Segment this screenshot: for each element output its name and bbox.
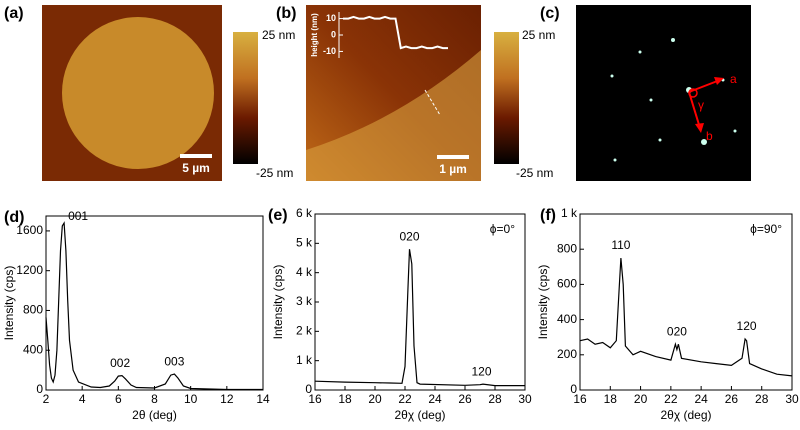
x-tick-label: 4 (79, 392, 86, 406)
y-tick-label: 3 k (296, 294, 313, 308)
y-tick-label: 4 k (296, 265, 313, 279)
x-tick-label: 22 (398, 392, 412, 406)
scale-label: 1 µm (439, 162, 467, 176)
afm-disk (62, 17, 214, 169)
panel-label: (c) (540, 5, 560, 22)
x-tick-label: 18 (338, 392, 352, 406)
x-tick-label: 20 (368, 392, 382, 406)
y-tick-label: 2 k (296, 324, 313, 338)
plot-frame (314, 213, 526, 391)
x-tick-label: 2 (43, 392, 50, 406)
scale-label: 5 µm (182, 161, 210, 175)
y-tick-label: 0 (331, 29, 336, 39)
y-axis-label: Intensity (cps) (271, 265, 285, 340)
y-tick-label: 800 (557, 241, 577, 255)
x-tick-label: 18 (604, 392, 618, 406)
y-tick-label: 1 k (561, 206, 578, 220)
x-tick-label: 12 (220, 392, 234, 406)
panel-label: (a) (4, 5, 24, 22)
colorbar-max: 25 nm (522, 28, 555, 42)
angle: γ (698, 98, 704, 112)
plot-frame (579, 213, 793, 391)
x-tick-label: 26 (725, 392, 739, 406)
x-tick-label: 16 (573, 392, 587, 406)
y-tick-label: 6 k (296, 206, 313, 220)
x-axis-label: 2θ (deg) (132, 408, 177, 422)
x-tick-label: 24 (694, 392, 708, 406)
note: ϕ=90° (750, 222, 782, 236)
axis-b: b (706, 129, 713, 143)
note: ϕ=0° (490, 222, 515, 236)
diffraction-spots (610, 38, 737, 162)
y-tick-label: 600 (557, 277, 577, 291)
colorbar-max: 25 nm (262, 28, 295, 42)
y-tick-label: 0 (305, 382, 312, 396)
data-line (579, 257, 793, 377)
peak-label: 001 (68, 209, 88, 223)
y-tick-label: -10 (323, 46, 336, 56)
colorbar-min: -25 nm (256, 166, 293, 180)
data-line (314, 249, 525, 387)
colorbar (494, 32, 519, 164)
y-tick-label: 10 (326, 13, 336, 23)
x-axis-label: 2θχ (deg) (395, 408, 446, 422)
panel-label: (b) (276, 5, 296, 22)
x-tick-label: 16 (308, 392, 322, 406)
axis-a: a (730, 72, 737, 86)
scale-bar (437, 155, 469, 159)
lattice-vectors (688, 77, 724, 133)
x-tick-label: 28 (488, 392, 502, 406)
x-tick-label: 26 (458, 392, 472, 406)
colorbar-min: -25 nm (516, 166, 553, 180)
y-tick-label: 0 (36, 382, 43, 396)
x-tick-label: 8 (151, 392, 158, 406)
panel-label: (d) (4, 209, 24, 226)
diffraction-image (576, 5, 751, 181)
x-tick-label: 10 (184, 392, 198, 406)
y-tick-label: 400 (23, 342, 43, 356)
y-tick-label: 5 k (296, 236, 313, 250)
x-tick-label: 22 (664, 392, 678, 406)
peak-label: 003 (164, 354, 184, 368)
y-tick-label: 800 (23, 303, 43, 317)
x-tick-label: 30 (518, 392, 532, 406)
peak-label: 120 (737, 319, 757, 333)
y-tick-label: 1200 (16, 263, 43, 277)
y-tick-label: 0 (570, 382, 577, 396)
data-line (343, 15, 448, 50)
y-tick-label: 1600 (16, 223, 43, 237)
y-tick-label: 400 (557, 312, 577, 326)
y-axis-label: Intensity (cps) (536, 265, 550, 340)
x-tick-label: 28 (755, 392, 769, 406)
peak-label: 020 (399, 229, 419, 243)
y-tick-label: 1 k (296, 353, 313, 367)
panel-label: (f) (540, 207, 556, 224)
x-tick-label: 30 (785, 392, 799, 406)
data-line (45, 221, 263, 391)
panel-label: (e) (268, 207, 288, 224)
x-axis-label: 2θχ (deg) (661, 408, 712, 422)
scale-bar (180, 154, 212, 158)
x-tick-label: 6 (115, 392, 122, 406)
x-tick-label: 24 (428, 392, 442, 406)
colorbar (233, 32, 258, 164)
afm-step (306, 50, 481, 181)
x-tick-label: 14 (256, 392, 270, 406)
y-tick-label: 200 (557, 347, 577, 361)
peak-label: 120 (471, 364, 491, 378)
y-axis-label: Intensity (cps) (2, 266, 16, 341)
peak-label: 110 (611, 238, 630, 252)
peak-label: 002 (110, 356, 130, 370)
peak-label: 020 (667, 324, 687, 338)
y-axis-label: height (nm) (310, 13, 319, 57)
x-tick-label: 20 (634, 392, 648, 406)
plot-frame (45, 215, 264, 391)
